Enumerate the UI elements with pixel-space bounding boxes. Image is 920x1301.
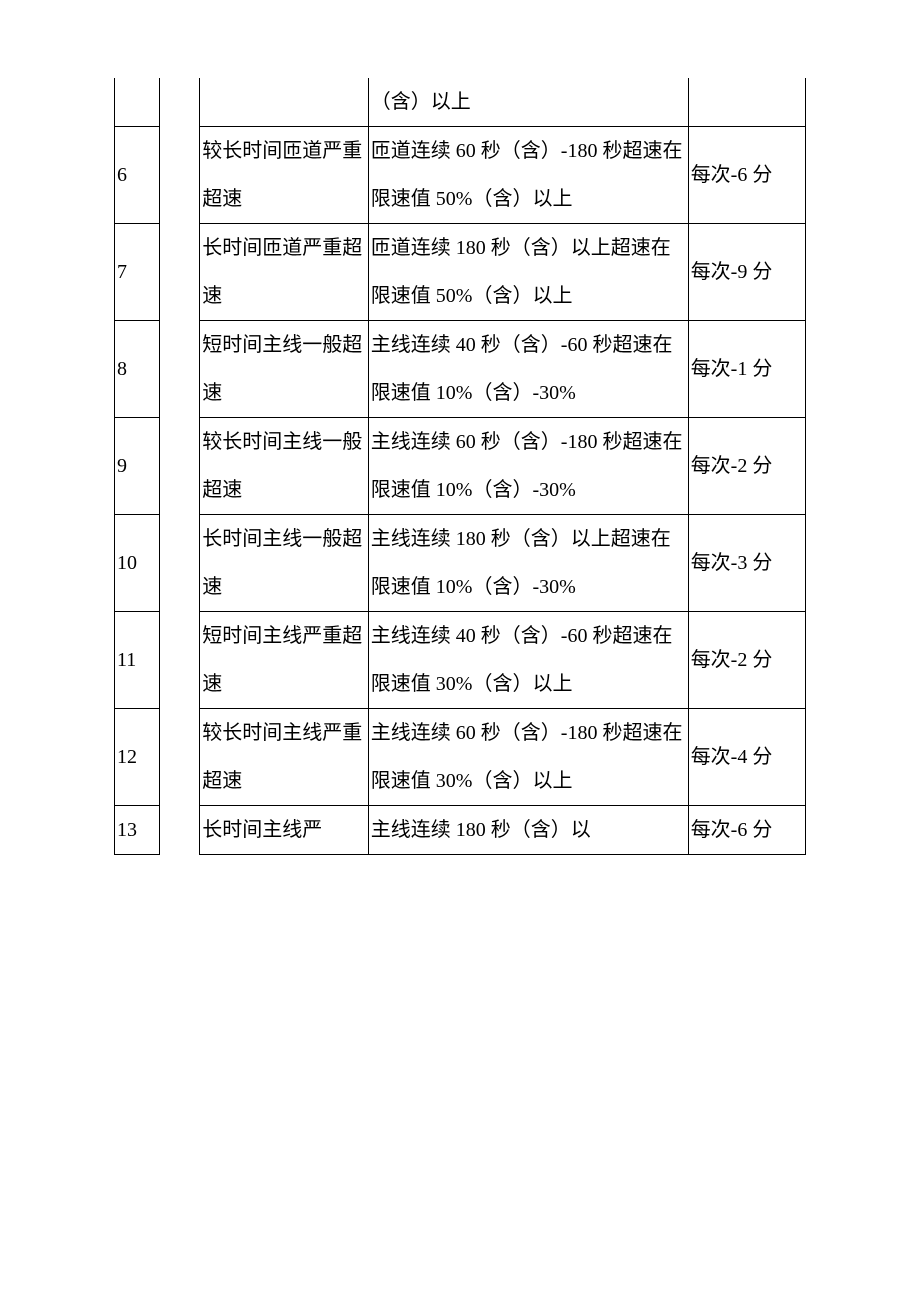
table-row: 13 长时间主线严 主线连续 180 秒（含）以 每次-6 分 <box>115 806 806 855</box>
cell-penalty <box>688 78 805 127</box>
cell-desc: 匝道连续 180 秒（含）以上超速在限速值 50%（含）以上 <box>368 224 688 321</box>
cell-desc: 主线连续 60 秒（含）-180 秒超速在限速值 10%（含）-30% <box>368 418 688 515</box>
cell-penalty: 每次-6 分 <box>688 127 805 224</box>
table-row: （含）以上 <box>115 78 806 127</box>
penalty-table: （含）以上 6 较长时间匝道严重超速 匝道连续 60 秒（含）-180 秒超速在… <box>114 78 806 855</box>
cell-num <box>115 78 160 127</box>
cell-num: 11 <box>115 612 160 709</box>
cell-desc: 匝道连续 60 秒（含）-180 秒超速在限速值 50%（含）以上 <box>368 127 688 224</box>
cell-num: 8 <box>115 321 160 418</box>
cell-penalty: 每次-2 分 <box>688 612 805 709</box>
cell-num: 10 <box>115 515 160 612</box>
cell-num: 12 <box>115 709 160 806</box>
table-row: 9 较长时间主线一般超速 主线连续 60 秒（含）-180 秒超速在限速值 10… <box>115 418 806 515</box>
cell-category-merged <box>159 78 200 855</box>
table-row: 8 短时间主线一般超速 主线连续 40 秒（含）-60 秒超速在限速值 10%（… <box>115 321 806 418</box>
cell-desc: （含）以上 <box>368 78 688 127</box>
cell-name <box>200 78 368 127</box>
cell-name: 较长时间主线一般超速 <box>200 418 368 515</box>
cell-name: 长时间主线一般超速 <box>200 515 368 612</box>
cell-num: 7 <box>115 224 160 321</box>
table-row: 11 短时间主线严重超速 主线连续 40 秒（含）-60 秒超速在限速值 30%… <box>115 612 806 709</box>
cell-penalty: 每次-9 分 <box>688 224 805 321</box>
cell-num: 9 <box>115 418 160 515</box>
cell-name: 长时间匝道严重超速 <box>200 224 368 321</box>
cell-name: 短时间主线严重超速 <box>200 612 368 709</box>
cell-penalty: 每次-3 分 <box>688 515 805 612</box>
cell-name: 较长时间主线严重超速 <box>200 709 368 806</box>
cell-num: 13 <box>115 806 160 855</box>
cell-desc: 主线连续 60 秒（含）-180 秒超速在限速值 30%（含）以上 <box>368 709 688 806</box>
cell-desc: 主线连续 180 秒（含）以 <box>368 806 688 855</box>
cell-penalty: 每次-4 分 <box>688 709 805 806</box>
cell-desc: 主线连续 40 秒（含）-60 秒超速在限速值 30%（含）以上 <box>368 612 688 709</box>
table-row: 12 较长时间主线严重超速 主线连续 60 秒（含）-180 秒超速在限速值 3… <box>115 709 806 806</box>
table-row: 7 长时间匝道严重超速 匝道连续 180 秒（含）以上超速在限速值 50%（含）… <box>115 224 806 321</box>
cell-name: 短时间主线一般超速 <box>200 321 368 418</box>
cell-num: 6 <box>115 127 160 224</box>
cell-name: 较长时间匝道严重超速 <box>200 127 368 224</box>
cell-name: 长时间主线严 <box>200 806 368 855</box>
cell-penalty: 每次-6 分 <box>688 806 805 855</box>
cell-desc: 主线连续 180 秒（含）以上超速在限速值 10%（含）-30% <box>368 515 688 612</box>
table-row: 10 长时间主线一般超速 主线连续 180 秒（含）以上超速在限速值 10%（含… <box>115 515 806 612</box>
cell-desc: 主线连续 40 秒（含）-60 秒超速在限速值 10%（含）-30% <box>368 321 688 418</box>
table-row: 6 较长时间匝道严重超速 匝道连续 60 秒（含）-180 秒超速在限速值 50… <box>115 127 806 224</box>
cell-penalty: 每次-2 分 <box>688 418 805 515</box>
cell-penalty: 每次-1 分 <box>688 321 805 418</box>
